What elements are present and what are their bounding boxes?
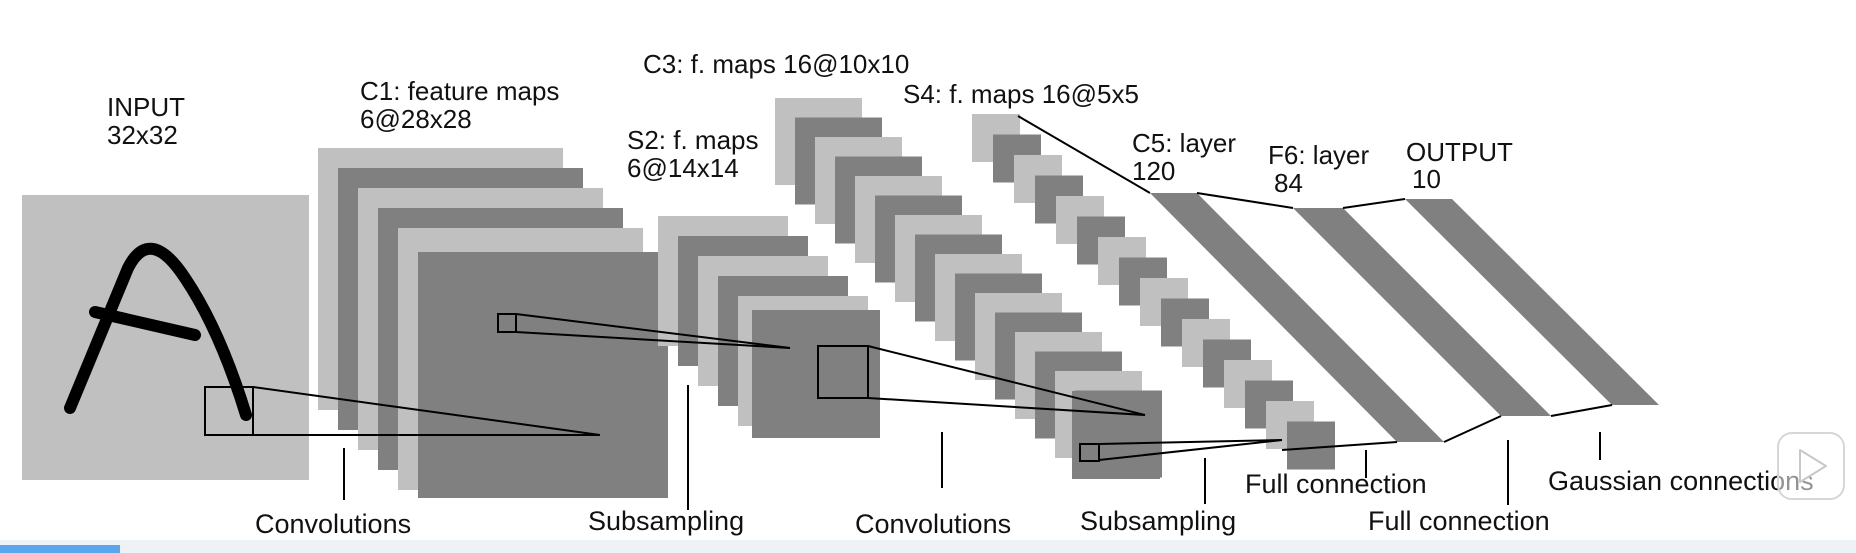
video-progress-fill xyxy=(0,545,120,553)
operation-label-full-connection-2: Full connection xyxy=(1368,506,1550,536)
s4-feature-map-stack xyxy=(972,114,1335,470)
s2-title: S2: f. maps xyxy=(627,125,759,155)
input-plane xyxy=(22,195,309,480)
operation-label-full-connection-1: Full connection xyxy=(1245,469,1427,499)
f6-title: F6: layer xyxy=(1268,140,1369,170)
s2-feature-map-stack xyxy=(658,216,880,438)
input-size: 32x32 xyxy=(107,120,178,150)
output-size: 10 xyxy=(1412,164,1441,194)
operation-label-convolutions-1: Convolutions xyxy=(255,509,411,539)
c1-size: 6@28x28 xyxy=(360,104,472,134)
f6-layer-band xyxy=(1293,208,1551,416)
operation-ticks xyxy=(343,385,1601,510)
operation-label-subsampling-1: Subsampling xyxy=(588,506,744,536)
output-title: OUTPUT xyxy=(1406,137,1513,167)
s2-size: 6@14x14 xyxy=(627,153,739,183)
s4-title: S4: f. maps 16@5x5 xyxy=(903,79,1139,109)
input-title: INPUT xyxy=(107,92,185,122)
c3-receptive-field xyxy=(1079,443,1100,462)
c5-layer-band xyxy=(1150,193,1444,442)
c5-title: C5: layer xyxy=(1132,128,1236,158)
c3-title: C3: f. maps 16@10x10 xyxy=(643,49,909,79)
fully-connected-layers xyxy=(1150,193,1659,442)
input-receptive-field xyxy=(204,386,254,436)
s2-receptive-field xyxy=(817,345,869,399)
output-layer-band xyxy=(1405,199,1659,405)
s4-map-16 xyxy=(1287,421,1335,470)
c1-receptive-field xyxy=(497,313,517,333)
c3-map-front xyxy=(1072,391,1160,479)
connection-lines xyxy=(252,115,1613,461)
c5-size: 120 xyxy=(1132,156,1175,186)
c1-title: C1: feature maps xyxy=(360,76,559,106)
input-layer xyxy=(22,195,309,480)
f6-size: 84 xyxy=(1274,168,1303,198)
operation-label-subsampling-2: Subsampling xyxy=(1080,506,1236,536)
play-icon[interactable] xyxy=(1777,432,1845,500)
operation-label-gaussian-connections: Gaussian connections xyxy=(1548,466,1814,496)
video-progress-bar[interactable] xyxy=(0,540,1856,553)
letter-a-glyph xyxy=(64,242,252,421)
operation-label-convolutions-2: Convolutions xyxy=(855,509,1011,539)
c3-feature-map-stack xyxy=(775,98,1162,479)
c1-feature-map-stack xyxy=(318,148,668,498)
